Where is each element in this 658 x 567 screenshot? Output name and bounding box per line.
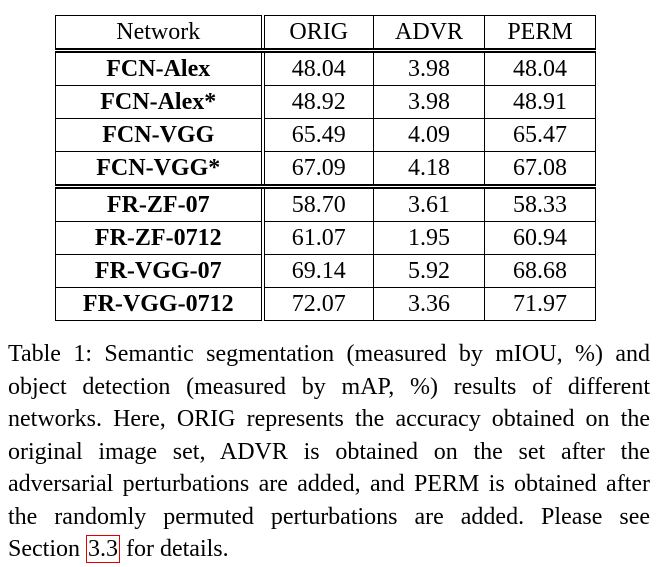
- perm-value: 48.91: [484, 85, 596, 119]
- advr-value: 3.36: [373, 287, 485, 321]
- orig-value: 72.07: [262, 287, 374, 321]
- header-network: Network: [55, 15, 265, 51]
- perm-value: 71.97: [484, 287, 596, 321]
- caption-text: Table 1: Semantic segmentation (measured…: [8, 341, 650, 562]
- advr-value: 4.18: [373, 151, 485, 187]
- perm-value: 65.47: [484, 118, 596, 152]
- table-row: FCN-Alex 48.04 3.98 48.04: [55, 48, 596, 86]
- header-advr: ADVR: [373, 15, 485, 51]
- advr-value: 3.98: [373, 48, 485, 86]
- network-name: FR-VGG-0712: [55, 287, 265, 321]
- advr-value: 3.61: [373, 184, 485, 222]
- network-name: FR-ZF-07: [55, 184, 265, 222]
- advr-value: 1.95: [373, 221, 485, 255]
- perm-value: 58.33: [484, 184, 596, 222]
- table-row: FR-VGG-07 69.14 5.92 68.68: [55, 254, 596, 288]
- perm-value: 48.04: [484, 48, 596, 86]
- orig-value: 48.92: [262, 85, 374, 119]
- perm-value: 60.94: [484, 221, 596, 255]
- section-reference-link[interactable]: 3.3: [86, 535, 120, 563]
- orig-value: 61.07: [262, 221, 374, 255]
- table-row: FCN-VGG* 67.09 4.18 67.08: [55, 151, 596, 187]
- table-row: FCN-Alex* 48.92 3.98 48.91: [55, 85, 596, 119]
- table-caption: Table 1: Semantic segmentation (measured…: [8, 338, 650, 566]
- network-name: FR-ZF-0712: [55, 221, 265, 255]
- advr-value: 4.09: [373, 118, 485, 152]
- results-table: Network ORIG ADVR PERM FCN-Alex 48.04 3.…: [55, 15, 596, 321]
- orig-value: 69.14: [262, 254, 374, 288]
- table-header-row: Network ORIG ADVR PERM: [55, 15, 596, 51]
- network-name: FCN-Alex: [55, 48, 265, 86]
- orig-value: 65.49: [262, 118, 374, 152]
- caption-text-end: for details.: [126, 536, 229, 562]
- perm-value: 67.08: [484, 151, 596, 187]
- results-table-container: Network ORIG ADVR PERM FCN-Alex 48.04 3.…: [55, 15, 596, 321]
- table-row: FR-ZF-0712 61.07 1.95 60.94: [55, 221, 596, 255]
- orig-value: 48.04: [262, 48, 374, 86]
- header-orig: ORIG: [262, 15, 374, 51]
- network-name: FR-VGG-07: [55, 254, 265, 288]
- orig-value: 67.09: [262, 151, 374, 187]
- table-row: FR-VGG-0712 72.07 3.36 71.97: [55, 287, 596, 321]
- advr-value: 3.98: [373, 85, 485, 119]
- header-perm: PERM: [484, 15, 596, 51]
- network-name: FCN-VGG: [55, 118, 265, 152]
- table-row: FCN-VGG 65.49 4.09 65.47: [55, 118, 596, 152]
- table-row: FR-ZF-07 58.70 3.61 58.33: [55, 184, 596, 222]
- network-name: FCN-VGG*: [55, 151, 265, 187]
- perm-value: 68.68: [484, 254, 596, 288]
- network-name: FCN-Alex*: [55, 85, 265, 119]
- orig-value: 58.70: [262, 184, 374, 222]
- advr-value: 5.92: [373, 254, 485, 288]
